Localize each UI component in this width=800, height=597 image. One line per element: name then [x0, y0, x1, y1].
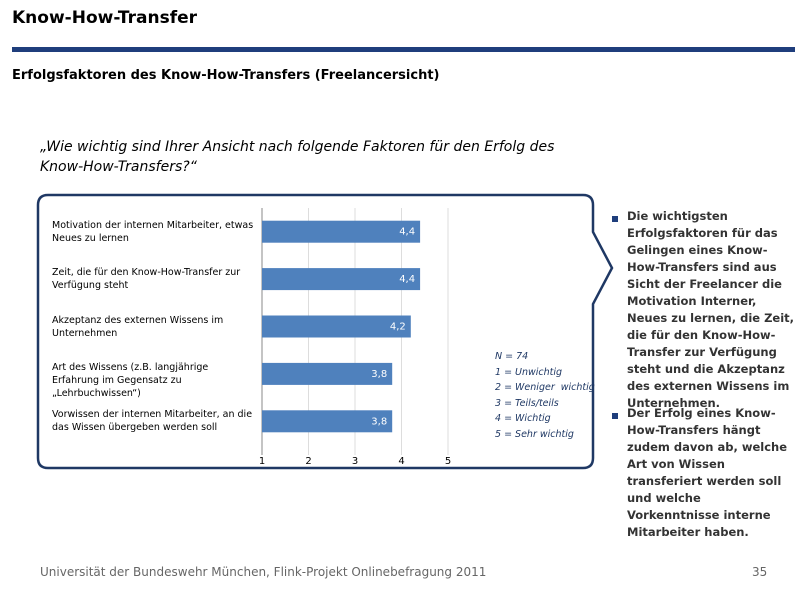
question: „Wie wichtig sind Ihrer Ansicht nach fol… — [40, 139, 555, 175]
page-number: 35 — [752, 565, 768, 579]
bullet — [612, 216, 618, 222]
legend-entry: 4 = Wichtig — [495, 413, 551, 424]
legend-entry: 1 = Unwichtig — [495, 366, 563, 378]
bar — [262, 410, 393, 433]
header-rule — [12, 47, 795, 52]
subtitle: Erfolgsfaktoren des Know-How-Transfers (… — [12, 68, 440, 83]
x-tick-label: 2 — [305, 456, 311, 467]
value-label: 4,4 — [399, 274, 415, 285]
title: Know-How-Transfer — [12, 8, 197, 28]
y-tick-label: Art des Wissens (z.B. langjährige Erfahr… — [52, 361, 209, 399]
bullet — [612, 413, 618, 419]
y-tick-label: Zeit, die für den Know-How-Transfer zur … — [52, 267, 241, 292]
bar — [262, 220, 421, 243]
y-tick-label: Motivation der internen Mitarbeiter, etw… — [52, 219, 254, 244]
x-tick-label: 4 — [398, 456, 404, 467]
x-tick-label: 3 — [352, 456, 358, 467]
bar — [262, 268, 421, 291]
x-tick-label: 5 — [445, 456, 451, 467]
value-label: 4,4 — [399, 227, 415, 238]
chart-frame — [36, 193, 614, 470]
legend-entry: 2 = Weniger wichtig — [495, 382, 595, 393]
legend-entry: N = 74 — [495, 351, 529, 362]
legend-entry: 5 = Sehr wichtig — [495, 428, 574, 440]
legend-entry: 3 = Teils/teils — [495, 397, 559, 409]
bar — [262, 362, 393, 385]
value-label: 3,8 — [371, 369, 387, 380]
value-label: 3,8 — [371, 416, 387, 427]
note: Der Erfolg eines Know-How-Transfers häng… — [627, 406, 788, 539]
y-tick-label: Vorwissen der internen Mitarbeiter, an d… — [52, 409, 253, 434]
x-tick-label: 1 — [259, 456, 265, 467]
footer-source: Universität der Bundeswehr München, Flin… — [40, 565, 487, 579]
value-label: 4,2 — [390, 322, 406, 333]
note: Die wichtigsten Erfolgsfaktoren für das … — [627, 209, 795, 410]
y-tick-label: Akzeptanz des externen Wissens im Untern… — [52, 314, 224, 339]
bar — [262, 315, 411, 338]
